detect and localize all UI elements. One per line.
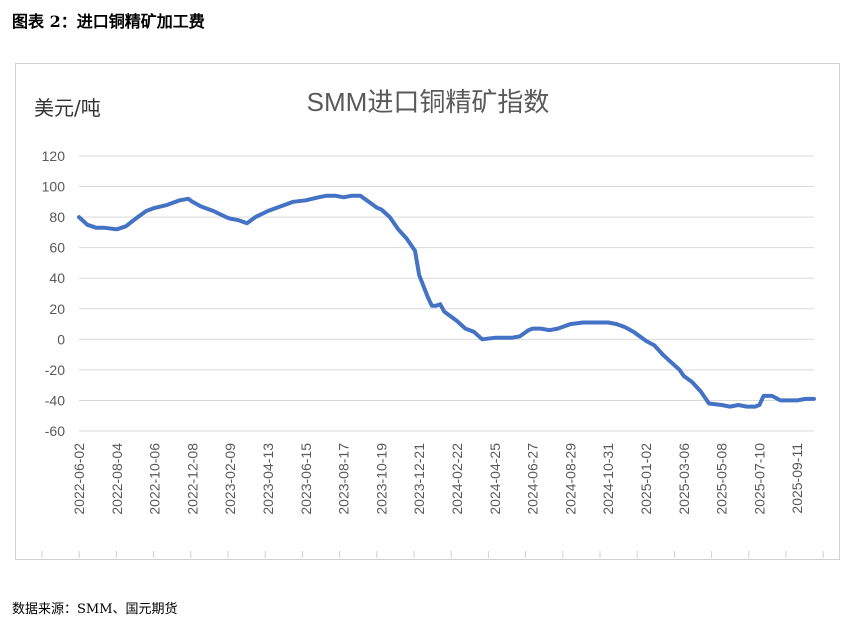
figure-caption: 图表 2：进口铜精矿加工费: [12, 12, 205, 31]
x-tick-label: 2025-05-08: [714, 443, 730, 515]
x-tick-label: 2022-12-08: [184, 443, 200, 515]
x-tick-label: 2023-02-09: [222, 443, 238, 515]
y-tick-label: 120: [42, 148, 66, 164]
x-tick-label: 2025-01-02: [638, 443, 654, 515]
chart-area: 120 100 80 60 40 20 0 -20 -40 -60 2022-06-02 2022-…: [15, 63, 840, 560]
x-tick-label: 2025-09-11: [789, 443, 805, 514]
x-tick-label: 2025-07-10: [751, 443, 767, 515]
x-tick-label: 2024-06-27: [525, 443, 541, 515]
y-tick-label: -20: [45, 362, 65, 378]
x-tick-labels: 2022-06-02 2022-08-04 2022-10-06 2022-12-08…: [71, 443, 805, 515]
y-tick-label: 40: [49, 270, 65, 286]
y-tick-labels: 120 100 80 60 40 20 0 -20 -40 -60: [42, 148, 66, 439]
x-tick-label: 2023-08-17: [336, 443, 352, 515]
series-layer: [77, 193, 816, 409]
x-tick-label: 2022-10-06: [147, 443, 163, 515]
x-tick-label: 2022-06-02: [71, 443, 87, 515]
x-tick-label: 2023-10-19: [373, 443, 389, 515]
series-line: [77, 193, 816, 409]
x-tick-label: 2023-06-15: [298, 443, 314, 515]
gridlines: [79, 155, 814, 432]
x-tick-label: 2024-08-29: [562, 443, 578, 515]
x-tick-label: 2024-10-31: [600, 443, 616, 515]
x-tick-label: 2025-03-06: [676, 443, 692, 515]
x-tick-label: 2024-04-25: [487, 443, 503, 515]
chart-title: SMM进口铜精矿指数: [307, 87, 550, 117]
y-axis-label: 美元/吨: [34, 96, 101, 120]
y-tick-label: 80: [49, 209, 65, 225]
x-tick-label: 2023-04-13: [260, 443, 276, 515]
x-tick-label: 2024-02-22: [449, 443, 465, 515]
y-tick-label: 20: [49, 301, 65, 317]
x-tick-marks: [41, 551, 824, 558]
y-tick-label: -60: [45, 423, 65, 439]
source-note: 数据来源：SMM、国元期货: [12, 602, 178, 617]
y-tick-label: 0: [57, 331, 65, 347]
y-tick-label: 100: [42, 179, 66, 195]
x-tick-label: 2023-12-21: [411, 443, 427, 515]
y-tick-label: 60: [49, 240, 65, 256]
y-tick-label: -40: [45, 392, 65, 408]
x-tick-label: 2022-08-04: [109, 443, 125, 515]
